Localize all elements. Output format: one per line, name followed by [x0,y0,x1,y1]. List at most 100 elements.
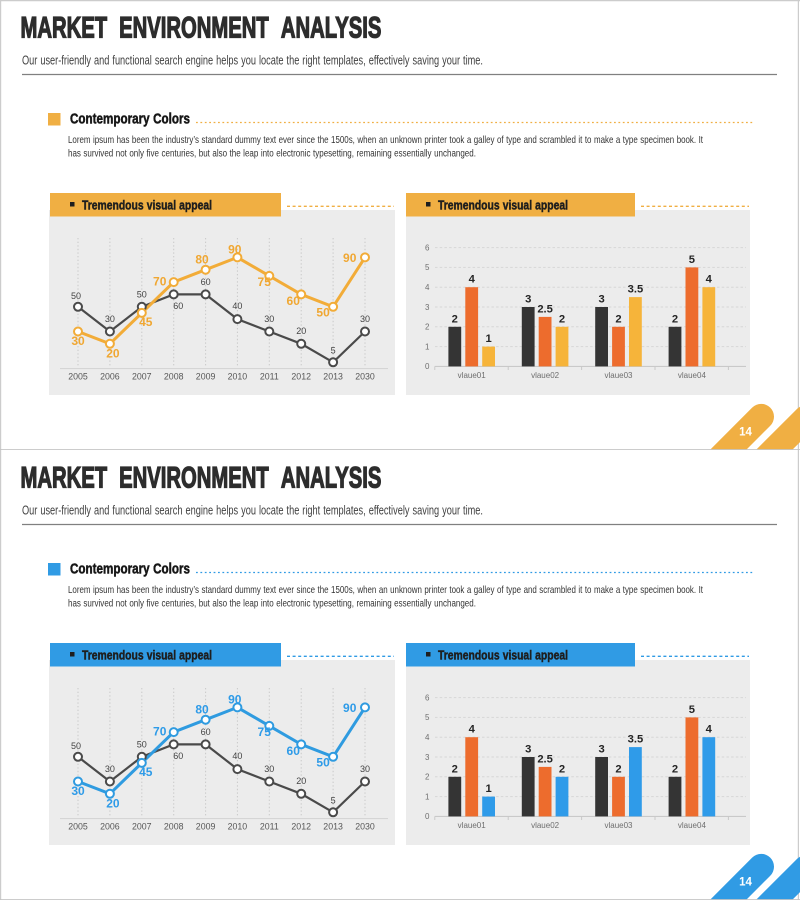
svg-text:60: 60 [201,277,211,287]
svg-text:1: 1 [425,342,430,351]
svg-text:70: 70 [153,725,167,739]
svg-text:Colors: Colors [153,110,190,127]
svg-text:30: 30 [71,334,85,348]
svg-text:printer: printer [424,134,446,145]
svg-text:effectively: effectively [369,54,410,68]
svg-text:functional: functional [112,504,151,518]
svg-text:4: 4 [706,274,713,286]
svg-text:effectively: effectively [369,504,410,518]
svg-text:saving: saving [413,54,440,68]
svg-text:vlaue02: vlaue02 [531,371,560,380]
svg-text:4: 4 [425,733,430,742]
svg-text:printer: printer [424,584,446,595]
svg-text:the: the [287,54,300,68]
svg-text:appeal: appeal [179,198,212,212]
svg-text:when: when [357,584,377,595]
svg-text:of: of [497,584,504,595]
svg-text:a: a [467,134,472,145]
svg-text:survived: survived [83,148,113,159]
svg-text:not: not [116,148,127,159]
svg-text:30: 30 [264,314,274,324]
svg-text:2: 2 [559,313,565,325]
svg-text:has: has [117,584,130,595]
svg-text:1500s,: 1500s, [331,134,355,145]
svg-text:and: and [94,54,109,68]
svg-text:Contemporary: Contemporary [70,110,150,127]
svg-text:60: 60 [173,301,183,311]
svg-text:user-friendly: user-friendly [40,54,91,68]
svg-text:2013: 2013 [323,372,343,382]
svg-text:five: five [147,598,159,609]
svg-text:Tremendous: Tremendous [82,648,144,662]
svg-text:2030: 2030 [355,372,375,382]
svg-text:2: 2 [672,763,678,775]
svg-text:standard: standard [201,134,232,145]
svg-text:unknown: unknown [390,584,422,595]
svg-text:2008: 2008 [164,822,184,832]
svg-text:3: 3 [425,303,430,312]
svg-text:search: search [155,54,183,68]
svg-text:vlaue04: vlaue04 [678,371,707,380]
svg-text:vlaue01: vlaue01 [458,371,487,380]
svg-text:0: 0 [425,362,430,371]
svg-text:3: 3 [425,753,430,762]
svg-text:user-friendly: user-friendly [40,504,91,518]
svg-text:2: 2 [425,773,430,782]
svg-text:45: 45 [139,765,153,779]
svg-text:leap: leap [243,598,258,609]
svg-text:templates,: templates, [323,54,365,68]
svg-text:right: right [302,54,320,68]
svg-text:vlaue01: vlaue01 [458,821,487,830]
svg-text:visual: visual [503,648,532,662]
svg-text:helps: helps [216,54,238,68]
svg-text:30: 30 [105,314,115,324]
svg-text:also: also [212,148,227,159]
svg-text:2008: 2008 [164,372,184,382]
svg-text:scrambled: scrambled [539,134,576,145]
svg-text:ipsum: ipsum [93,134,114,145]
svg-text:2: 2 [452,763,458,775]
svg-text:the: the [318,584,329,595]
svg-text:2: 2 [559,763,565,775]
svg-text:only: only [129,598,144,609]
svg-text:2.5: 2.5 [537,303,553,315]
svg-text:dummy: dummy [235,584,261,595]
svg-text:vlaue03: vlaue03 [604,371,633,380]
svg-text:standard: standard [201,584,232,595]
svg-text:Tremendous: Tremendous [438,198,500,212]
svg-text:time.: time. [463,54,483,68]
svg-text:vlaue03: vlaue03 [604,821,633,830]
svg-text:vlaue02: vlaue02 [531,821,560,830]
svg-text:to: to [585,584,592,595]
svg-text:type: type [506,134,521,145]
svg-text:30: 30 [360,764,370,774]
svg-text:2006: 2006 [100,822,120,832]
svg-text:engine: engine [185,504,213,518]
svg-text:Lorem: Lorem [68,584,91,595]
svg-text:unchanged.: unchanged. [434,598,476,609]
svg-text:14: 14 [739,427,752,439]
svg-text:you: you [241,504,256,518]
svg-text:but: but [199,598,210,609]
svg-text:75: 75 [258,725,272,739]
svg-text:survived: survived [83,598,113,609]
svg-text:took: took [449,584,464,595]
svg-text:into: into [261,598,274,609]
svg-text:appeal: appeal [535,648,568,662]
svg-text:ever: ever [279,584,294,595]
svg-text:type: type [623,584,638,595]
svg-text:2: 2 [672,313,678,325]
svg-text:been: been [132,134,150,145]
svg-text:type: type [506,584,521,595]
svg-text:Our: Our [22,504,38,518]
svg-text:galley: galley [474,584,495,595]
svg-text:20: 20 [296,776,306,786]
svg-text:it: it [578,584,582,595]
svg-text:14: 14 [739,877,752,889]
svg-text:specimen: specimen [640,134,674,145]
svg-text:centuries,: centuries, [162,598,197,609]
svg-text:essentially: essentially [394,148,432,159]
svg-text:has: has [117,134,130,145]
svg-text:2: 2 [425,323,430,332]
svg-text:90: 90 [228,242,242,256]
